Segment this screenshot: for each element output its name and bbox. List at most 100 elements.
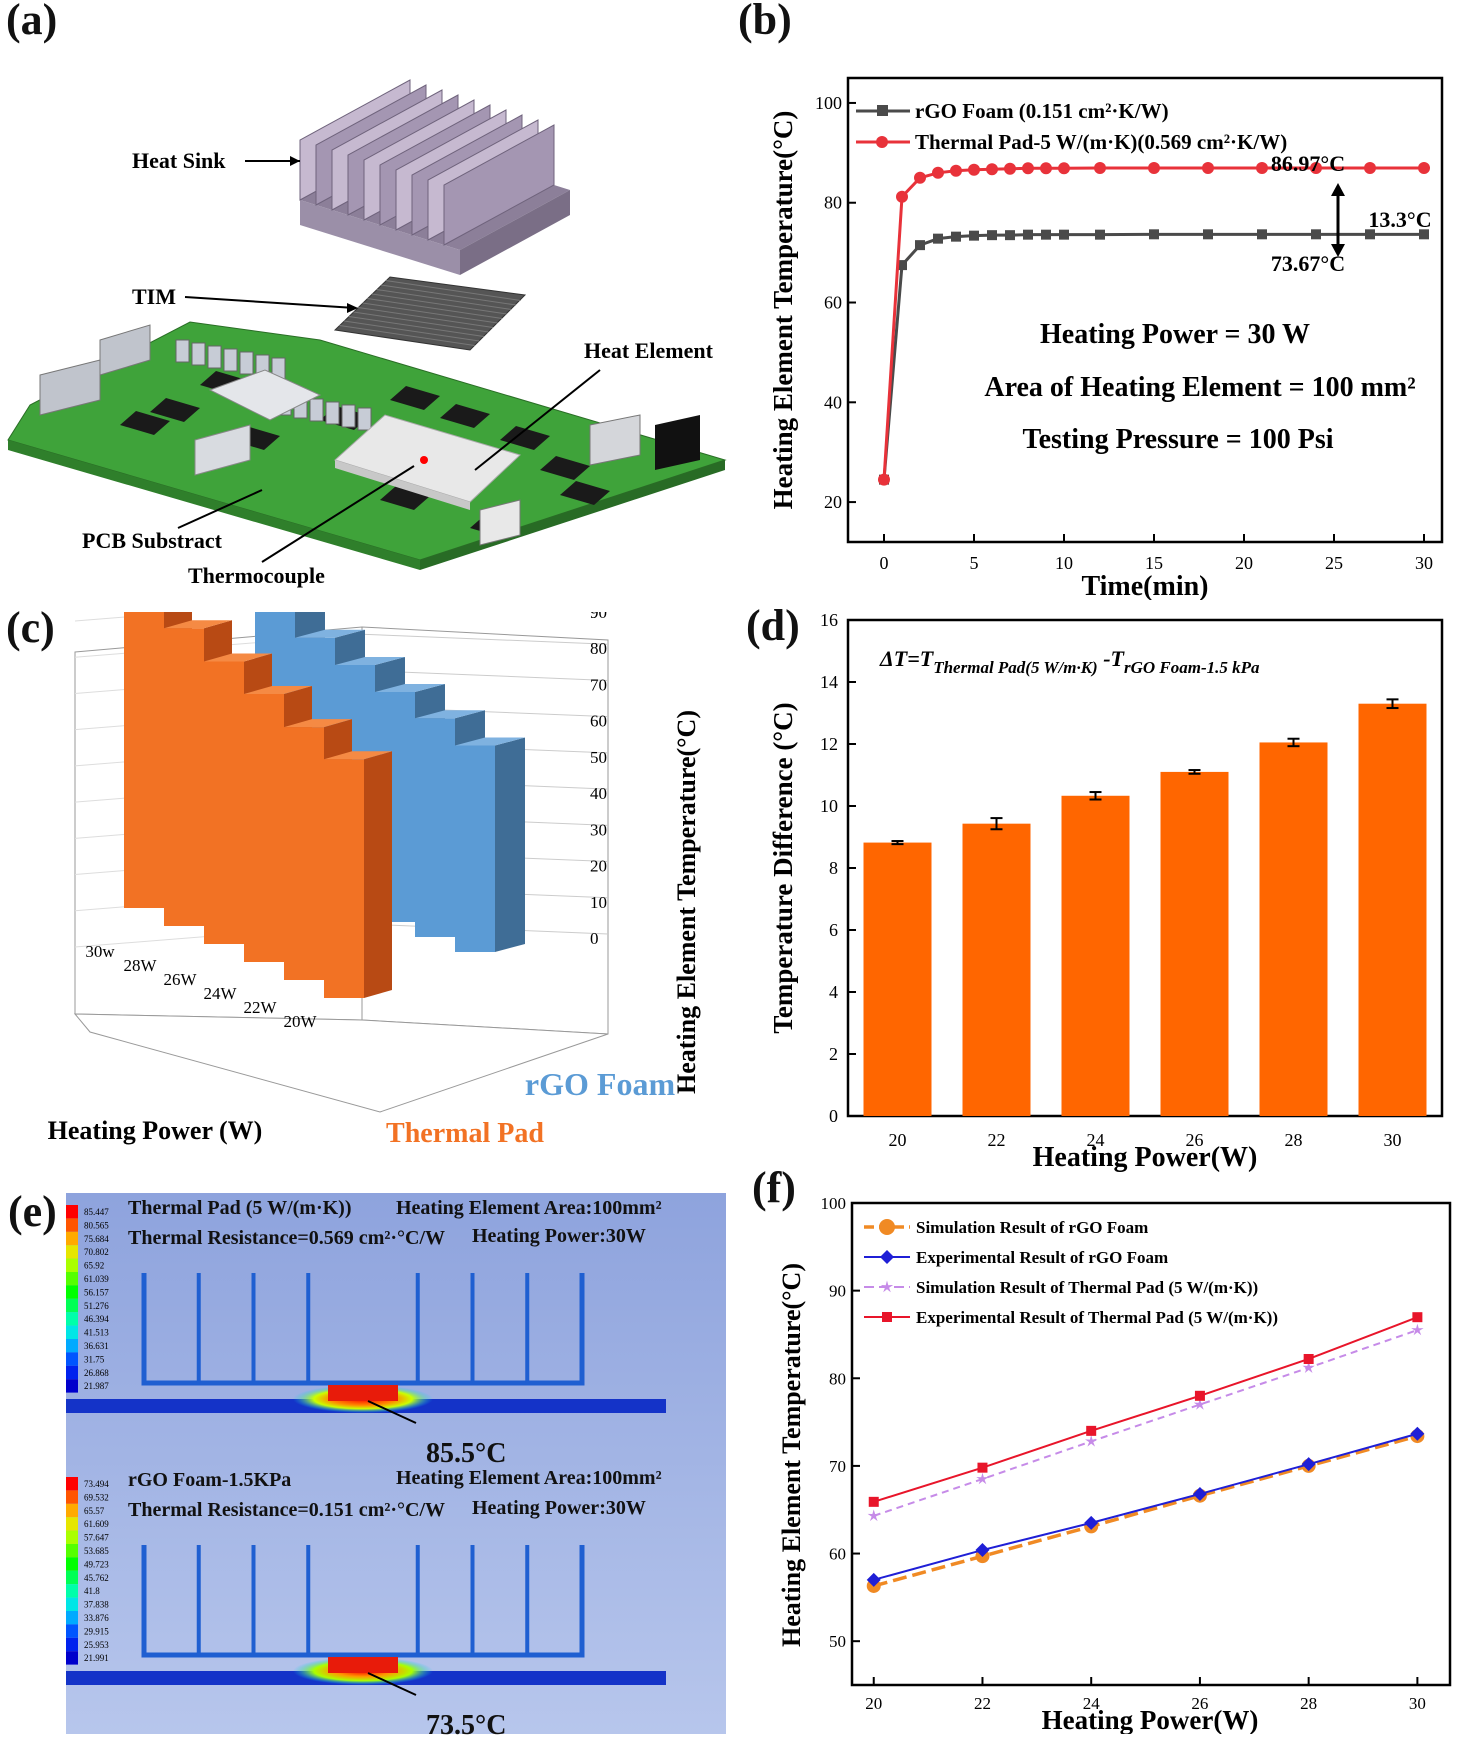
legend-f-label: Simulation Result of Thermal Pad (5 W/(m…	[916, 1278, 1258, 1297]
chart-b-point	[950, 164, 962, 177]
chart-d-title: ΔT=TThermal Pad(5 W/m·K) -TrGO Foam-1.5 …	[879, 646, 1260, 677]
chart-b-xtick: 15	[1145, 553, 1163, 573]
chart-c-bar-rgo	[455, 745, 495, 952]
chart-f-ytick: 50	[829, 1632, 846, 1651]
chart-f: 20 22 24 26 28 30 50 60 70 80 90 100 Heating Elemen…	[777, 1195, 1452, 1734]
panel-a-schematic: Heat Sink TIM Heat Element PCB Substract…	[7, 79, 727, 588]
e-colorscale-label: 46.394	[84, 1314, 109, 1324]
e-colorscale-label: 41.8	[84, 1586, 100, 1596]
chart-d-ytick: 0	[829, 1106, 838, 1126]
chart-f-point	[866, 1572, 881, 1587]
chart-b-point	[1364, 161, 1376, 174]
chart-b-point	[1418, 161, 1430, 174]
e-colorscale-swatch	[66, 1245, 78, 1259]
e-bot-resistance: Thermal Resistance=0.151 cm²·°C/W	[128, 1499, 446, 1521]
chart-b-point	[1365, 229, 1375, 240]
chart-b-point	[1149, 229, 1159, 240]
chart-c-bar-rgo-top	[295, 629, 365, 638]
e-colorscale-swatch	[66, 1272, 78, 1286]
chart-c-ztick: 20	[590, 857, 607, 876]
chart-b-point	[896, 190, 908, 203]
pcb-chip	[440, 404, 490, 428]
chart-b-xtick: 0	[880, 553, 889, 573]
e-colorscale-label: 65.92	[84, 1261, 104, 1271]
pcb-capacitor	[341, 404, 356, 428]
label-heat-element: Heat Element	[584, 338, 714, 363]
chart-c-ztick: 40	[590, 784, 607, 803]
e-colorscale-label: 85.447	[84, 1207, 109, 1217]
panel-label-f: (f)	[752, 1163, 796, 1212]
e-colorscale-label: 41.513	[84, 1328, 109, 1338]
chart-c-ztick: 0	[590, 929, 599, 948]
chart-f-ytick: 60	[829, 1545, 846, 1564]
e-colorscale-label: 37.838	[84, 1600, 109, 1610]
chart-c-ztick: 60	[590, 712, 607, 731]
chart-b-xtick: 30	[1415, 553, 1433, 573]
chart-d-frame	[846, 618, 1444, 1118]
power-jack	[655, 415, 700, 470]
chart-f-xtick: 28	[1300, 1694, 1317, 1713]
chart-d-xtick: 30	[1384, 1130, 1402, 1150]
e-colorscale-swatch	[66, 1379, 78, 1393]
chart-c-xlabel: Heating Power (W)	[48, 1116, 263, 1145]
e-bot-material: rGO Foam-1.5KPa	[128, 1469, 292, 1491]
e-colorscale-swatch	[66, 1517, 78, 1531]
usb-port	[39, 359, 101, 416]
chart-d-xtick: 26	[1186, 1130, 1204, 1150]
legend-b-rgo: rGO Foam (0.151 cm²·K/W)	[915, 99, 1169, 123]
e-colorscale-label: 21.991	[84, 1653, 109, 1663]
chart-f-point	[868, 1496, 879, 1507]
e-colorscale-swatch	[66, 1544, 78, 1558]
label-pcb: PCB Substract	[82, 528, 223, 553]
chart-c-bar-pad-top	[204, 653, 272, 662]
pcb-capacitor	[239, 351, 254, 375]
chart-f-xtick: 24	[1083, 1694, 1101, 1713]
legend-c-rgo: rGO Foam	[525, 1066, 676, 1102]
thermocouple-dot	[420, 456, 428, 464]
heat-sink-drawing	[299, 79, 570, 275]
chart-c-xtick: 20W	[283, 1012, 317, 1031]
e-colorscale-label: 75.684	[84, 1234, 109, 1244]
chart-b-point	[969, 230, 979, 241]
chart-d-bar	[1358, 703, 1427, 1116]
pcb-capacitor	[207, 345, 222, 369]
chart-b-point	[1004, 162, 1016, 175]
panel-label-e: (e)	[8, 1187, 57, 1236]
chart-b-point	[878, 473, 890, 486]
chart-b-point	[933, 233, 943, 244]
chart-f-point	[1193, 1398, 1207, 1410]
legend-f-marker	[879, 1219, 895, 1235]
chart-f-ytick: 100	[821, 1195, 847, 1213]
chart-c-ztick: 80	[590, 639, 607, 658]
chart-f-xtick: 30	[1409, 1694, 1426, 1713]
e-colorscale-swatch	[66, 1530, 78, 1544]
annot-b-area: Area of Heating Element = 100 mm²	[984, 372, 1415, 403]
chart-d-bar	[1061, 795, 1130, 1116]
chart-b-point	[1005, 230, 1015, 241]
e-top-max: 85.5°C	[426, 1438, 507, 1469]
connector	[589, 414, 641, 466]
chart-f-point	[867, 1509, 880, 1522]
legend-f-marker	[880, 1280, 894, 1293]
e-colorscale-swatch	[66, 1205, 78, 1219]
pcb-chip	[560, 481, 610, 505]
pcb-chip	[540, 456, 590, 480]
heat-element-drawing	[334, 414, 521, 510]
label-heat-sink: Heat Sink	[132, 148, 226, 173]
chart-c-ztick: 50	[590, 748, 607, 767]
chart-c-bar-pad	[244, 693, 284, 962]
chart-c-bar-pad-top	[284, 719, 352, 728]
e-colorscale-swatch	[66, 1557, 78, 1571]
chart-f-series-line	[873, 1434, 1418, 1588]
e-heat-element	[328, 1657, 398, 1673]
chart-f-point	[977, 1462, 988, 1473]
legend-c-pad: Thermal Pad	[386, 1118, 544, 1149]
chart-f-xtick: 22	[974, 1694, 991, 1713]
e-colorscale-swatch	[66, 1339, 78, 1353]
label-thermocouple: Thermocouple	[188, 563, 325, 588]
chart-f-xtick: 20	[865, 1694, 882, 1713]
legend-f-label: Experimental Result of rGO Foam	[916, 1248, 1168, 1267]
e-colorscale-swatch	[66, 1365, 78, 1380]
chart-f-point	[976, 1472, 989, 1485]
chart-b: 0 5 10 15 20 25 30 20 40 60 80 100 Heating Element …	[768, 76, 1444, 600]
